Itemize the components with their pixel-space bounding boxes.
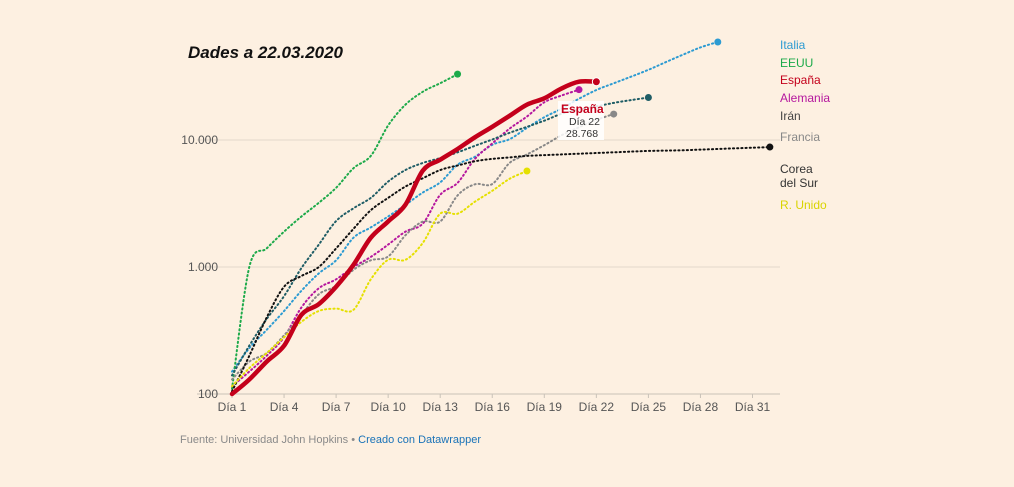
x-tick-label: Día 16 <box>475 400 511 414</box>
x-tick-label: Día 10 <box>370 400 406 414</box>
series-italia <box>231 38 722 373</box>
legend-label-line: del Sur <box>780 176 819 190</box>
x-tick-label: Día 28 <box>683 400 719 414</box>
legend-item: Alemania <box>780 91 831 105</box>
line-italia[interactable] <box>231 41 719 373</box>
legend-item: Italia <box>780 38 806 52</box>
series-r-unido <box>231 167 531 388</box>
series-layer <box>229 38 774 397</box>
tooltip-day: Día 22 <box>569 116 600 128</box>
y-tick-label: 1.000 <box>188 260 218 274</box>
endpoint-espana[interactable] <box>591 77 601 87</box>
grid-lines <box>197 139 780 395</box>
endpoint-francia[interactable] <box>610 110 618 118</box>
chart-title: Dades a 22.03.2020 <box>188 43 344 62</box>
tooltip-espana: España Día 22 28.768 <box>558 101 604 140</box>
x-axis: Día 1 Día 4 Día 7 Día 10 Día 13 Día 16 Día 19 D… <box>218 394 771 414</box>
line-espana[interactable] <box>229 78 599 397</box>
line-r-unido[interactable] <box>231 170 528 388</box>
endpoint-alemania[interactable] <box>575 86 583 94</box>
series-espana <box>229 77 601 397</box>
endpoint-eeuu[interactable] <box>454 70 462 78</box>
x-tick-label: Día 31 <box>735 400 771 414</box>
endpoint-r-unido[interactable] <box>523 167 531 175</box>
series-corea-del-sur <box>231 143 774 393</box>
x-tick-label: Día 22 <box>579 400 615 414</box>
footer: Fuente: Universidad John Hopkins • Cread… <box>180 434 481 446</box>
endpoint-iran[interactable] <box>644 94 652 102</box>
datawrapper-link[interactable]: Creado con Datawrapper <box>358 434 482 446</box>
y-tick-label: 10.000 <box>181 133 218 147</box>
legend-item: Irán <box>780 109 801 123</box>
tooltip-series-name: España <box>561 102 604 116</box>
legend-item: EEUU <box>780 56 814 70</box>
legend-item: Francia <box>780 130 821 144</box>
x-tick-label: Día 1 <box>218 400 247 414</box>
tooltip-value: 28.768 <box>566 128 598 140</box>
x-tick-label: Día 19 <box>527 400 563 414</box>
legend-item: Corea del Sur <box>780 162 818 190</box>
line-eeuu[interactable] <box>231 73 459 390</box>
y-tick-label: 100 <box>198 387 218 401</box>
legend-label-line: Corea <box>780 162 813 176</box>
footer-separator: • <box>351 434 356 446</box>
line-corea-del-sur[interactable] <box>231 146 771 393</box>
series-eeuu <box>231 70 462 390</box>
endpoint-corea-del-sur[interactable] <box>766 143 774 151</box>
x-tick-label: Día 7 <box>322 400 351 414</box>
legend-item: España <box>780 73 821 87</box>
x-tick-label: Día 25 <box>631 400 667 414</box>
tooltip-background <box>558 101 604 140</box>
x-tick-label: Día 4 <box>270 400 299 414</box>
endpoint-italia[interactable] <box>714 38 722 46</box>
footer-source: Fuente: Universidad John Hopkins <box>180 434 349 446</box>
y-axis: 100 1.000 10.000 <box>181 133 218 401</box>
legend-item: R. Unido <box>780 198 827 212</box>
x-tick-label: Día 13 <box>423 400 459 414</box>
